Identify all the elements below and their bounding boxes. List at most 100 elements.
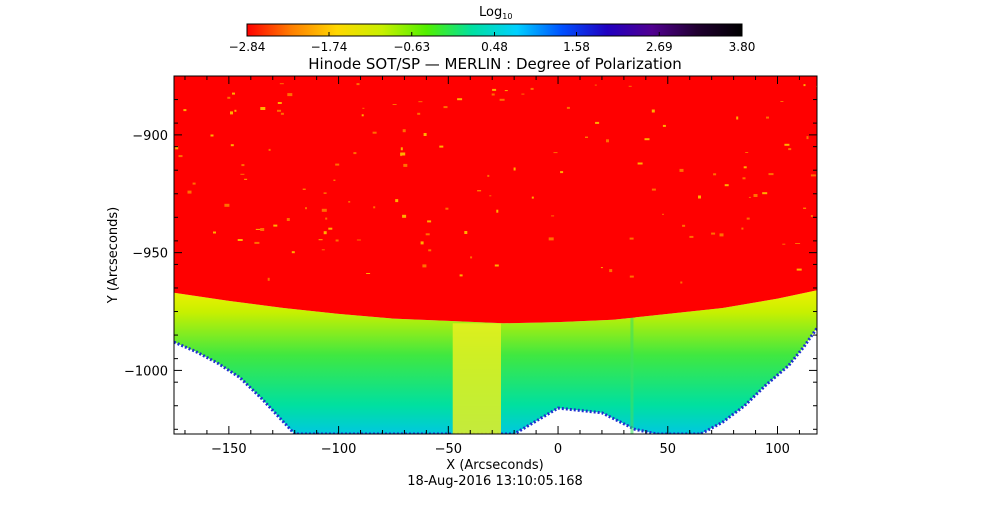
y-axis-ticks: −900 −950 −1000 [124,99,817,430]
speckle [234,109,237,112]
speckle [711,232,716,235]
speckle [187,190,192,194]
speckle [395,199,399,203]
speckle [713,173,717,176]
y-tick-label: −1000 [124,364,168,379]
speckle [318,239,323,241]
speckle [651,109,655,113]
speckle [513,167,516,171]
speckle [644,138,650,141]
speckle [302,188,306,190]
speckle [662,213,664,215]
speckle [719,233,724,237]
speckle [780,101,784,102]
speckle [260,107,266,110]
speckle [459,274,463,277]
speckle [328,227,333,230]
speckle [286,218,290,221]
speckle [372,131,377,134]
speckle [566,106,570,109]
speckle [782,243,786,245]
speckle [443,106,448,109]
colorbar-tick-label: 2.69 [646,40,673,54]
speckle [356,83,360,86]
y-tick-label: −900 [132,129,168,144]
speckle [629,275,634,278]
speckle [267,277,270,281]
colorbar-ticks: −2.84 −1.74 −0.63 0.48 1.58 2.69 3.80 [229,32,756,54]
speckle [232,92,235,95]
speckle [457,98,463,101]
speckle [531,196,534,199]
speckle [230,111,233,115]
x-tick-label: −150 [211,442,247,457]
speckle [788,148,792,151]
disk-region [174,76,817,324]
speckle [279,83,284,85]
plot-frame [173,75,818,435]
speckle [323,231,327,235]
speckle [766,116,769,119]
speckle [784,143,790,146]
speckle [175,146,179,150]
speckle [230,144,234,147]
speckle [594,84,597,86]
x-tick-label: 50 [659,442,676,457]
speckle [504,90,508,92]
speckle [400,152,406,156]
speckle [551,215,555,217]
speckle [348,201,351,203]
speckle [753,194,758,197]
speckle [803,84,806,87]
speckle [662,124,666,127]
speckle [224,203,230,207]
speckle [628,85,632,87]
speckle [402,214,407,218]
colorbar-tick-label: −1.74 [311,40,348,54]
speckle [606,139,609,143]
speckle [477,190,482,192]
speckle [254,241,260,244]
speckle [487,174,490,177]
speckle [768,173,774,176]
speckle [323,192,327,194]
speckle [268,148,271,151]
speckle [810,215,813,217]
speckle [240,173,245,175]
speckle [183,109,187,112]
speckle [803,207,807,209]
speckle [491,93,495,96]
speckle [277,109,281,112]
speckle [629,237,634,240]
speckle [595,121,600,124]
x-tick-label: 0 [554,442,562,457]
y-tick-label: −950 [132,247,168,262]
speckle [743,166,747,169]
speckle [428,249,432,252]
speckle [422,264,427,268]
heatmap-image [174,76,817,434]
x-axis-label: X (Arcseconds) [446,458,543,473]
chart-title: Hinode SOT/SP — MERLIN : Degree of Polar… [308,55,682,73]
speckle [748,196,751,198]
speckle [366,273,371,274]
speckle [287,93,293,97]
speckle [439,145,444,148]
speckle [335,239,339,242]
speckle [806,136,809,140]
speckle [521,93,525,95]
speckle [400,147,403,151]
speckle [560,171,564,174]
speckle [178,155,183,158]
speckle [325,217,328,220]
speckle [280,112,284,115]
speckle [260,228,265,231]
speckle [427,220,432,223]
speckle [445,207,449,210]
speckle [689,235,694,238]
speckle [418,101,423,103]
speckle [192,182,196,185]
colorbar-tick-label: 3.80 [729,40,756,54]
speckle [741,227,744,230]
